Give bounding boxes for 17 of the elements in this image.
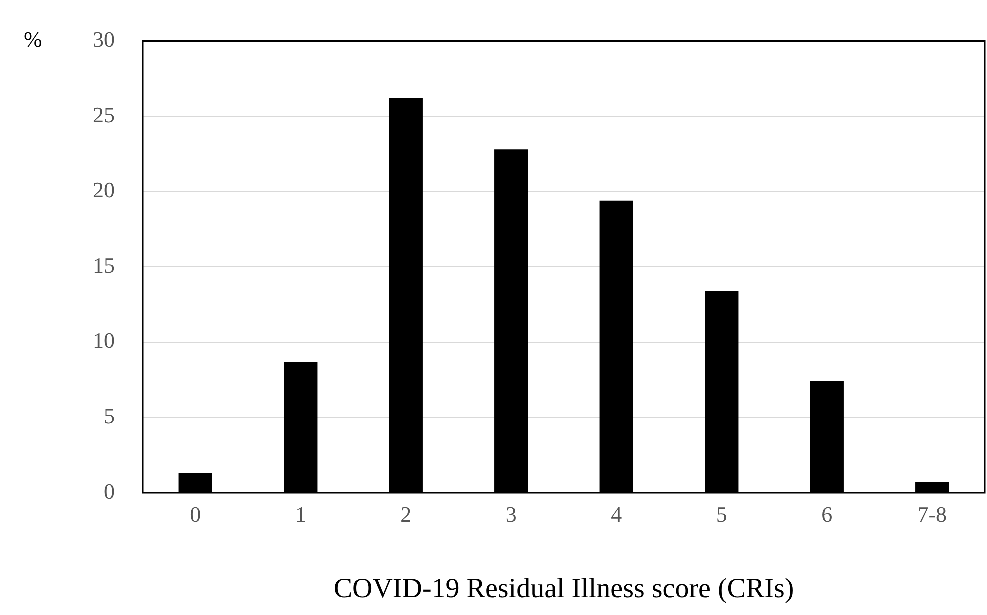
x-axis-title: COVID-19 Residual Illness score (CRIs) xyxy=(334,574,794,605)
y-tick-label: 15 xyxy=(93,252,115,278)
x-tick-label: 7-8 xyxy=(918,502,948,527)
x-tick-label: 1 xyxy=(295,502,306,527)
y-tick-label: 0 xyxy=(104,478,115,504)
y-axis-title: % xyxy=(24,26,42,52)
x-tick-label: 4 xyxy=(611,502,622,527)
y-tick-label: 30 xyxy=(93,26,115,52)
y-tick-label: 25 xyxy=(93,102,115,128)
y-tick-label: 20 xyxy=(93,178,115,203)
x-tick-label: 2 xyxy=(400,502,412,527)
y-tick-label: 10 xyxy=(93,328,115,354)
y-tick-label: 5 xyxy=(104,403,115,428)
x-tick-label: 3 xyxy=(506,502,517,527)
x-tick-label: 6 xyxy=(822,502,833,527)
x-tick-label: 0 xyxy=(190,502,202,527)
x-tick-label: 5 xyxy=(716,502,728,527)
